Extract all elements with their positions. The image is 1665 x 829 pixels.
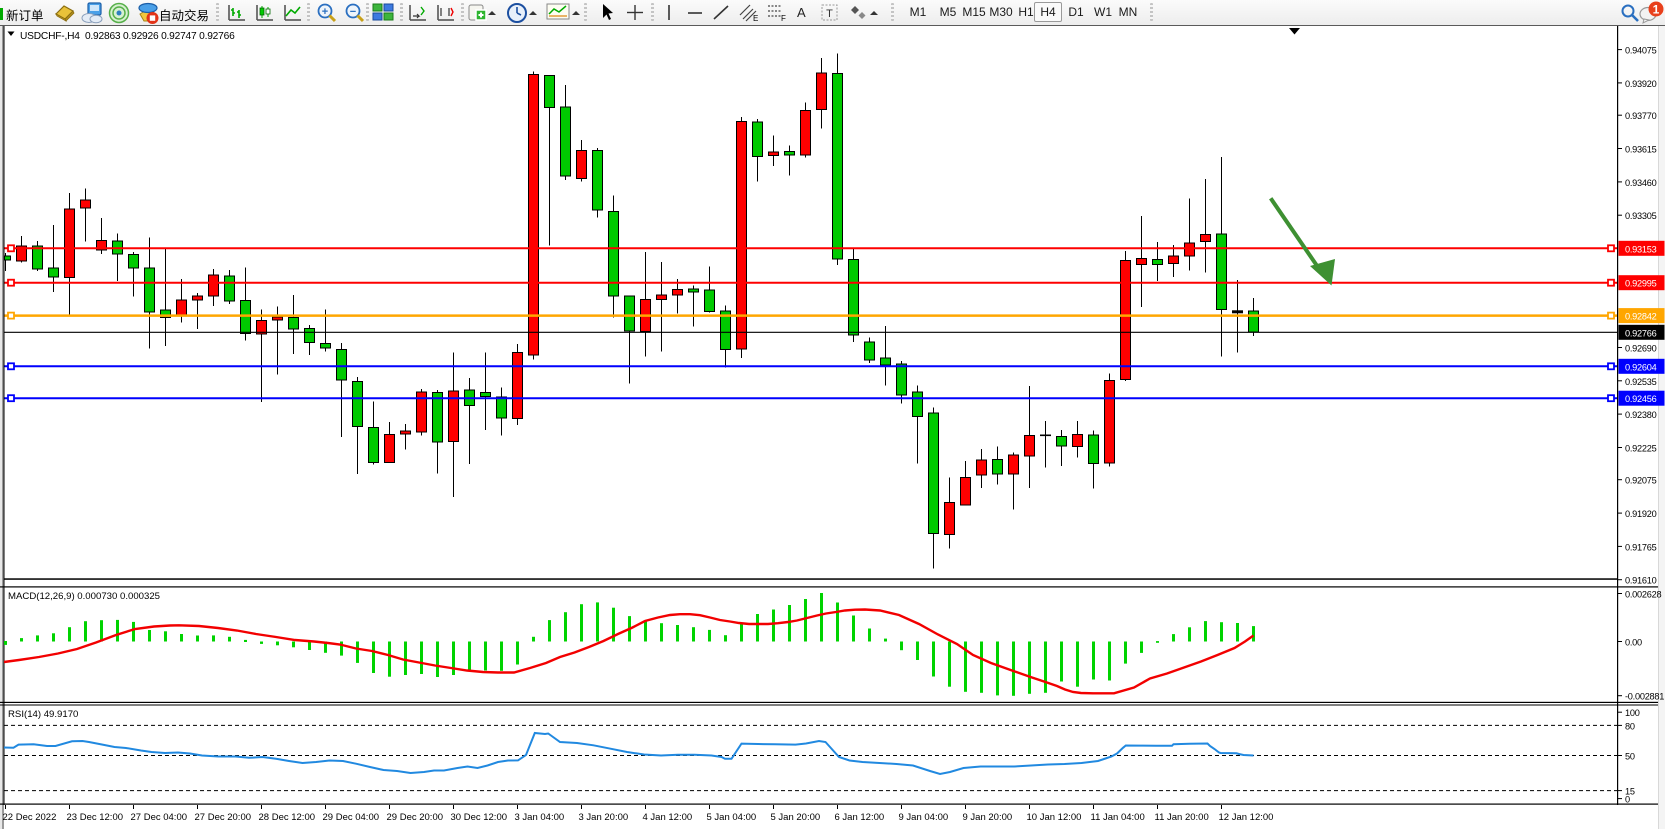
svg-text:28 Dec 12:00: 28 Dec 12:00 xyxy=(259,812,316,823)
svg-text:9 Jan 04:00: 9 Jan 04:00 xyxy=(899,812,949,823)
svg-text:100: 100 xyxy=(1625,708,1640,718)
svg-text:29 Dec 04:00: 29 Dec 04:00 xyxy=(323,812,380,823)
svg-text:0.92842: 0.92842 xyxy=(1625,312,1657,322)
svg-text:−: − xyxy=(350,6,356,18)
svg-text:0.93460: 0.93460 xyxy=(1625,178,1657,188)
svg-text:27 Dec 20:00: 27 Dec 20:00 xyxy=(195,812,252,823)
svg-text:30 Dec 12:00: 30 Dec 12:00 xyxy=(451,812,508,823)
svg-text:0.93305: 0.93305 xyxy=(1625,211,1657,221)
svg-text:0.002628: 0.002628 xyxy=(1625,590,1661,600)
svg-text:50: 50 xyxy=(1625,752,1635,762)
svg-text:6 Jan 12:00: 6 Jan 12:00 xyxy=(835,812,885,823)
svg-text:9 Jan 20:00: 9 Jan 20:00 xyxy=(963,812,1013,823)
svg-text:22 Dec 2022: 22 Dec 2022 xyxy=(3,812,57,823)
svg-text:29 Dec 20:00: 29 Dec 20:00 xyxy=(387,812,444,823)
svg-text:0.92456: 0.92456 xyxy=(1625,394,1657,404)
svg-text:0.92690: 0.92690 xyxy=(1625,344,1657,354)
svg-text:5 Jan 20:00: 5 Jan 20:00 xyxy=(771,812,821,823)
svg-text:80: 80 xyxy=(1625,721,1635,731)
svg-text:15: 15 xyxy=(1625,787,1635,797)
svg-text:0.93770: 0.93770 xyxy=(1625,111,1657,121)
svg-text:0.93615: 0.93615 xyxy=(1625,145,1657,155)
svg-text:0.92604: 0.92604 xyxy=(1625,362,1657,372)
svg-text:T: T xyxy=(826,8,833,20)
svg-text:RSI(14) 49.9170: RSI(14) 49.9170 xyxy=(8,709,78,720)
svg-text:5 Jan 04:00: 5 Jan 04:00 xyxy=(707,812,757,823)
svg-text:0.91765: 0.91765 xyxy=(1625,542,1657,552)
svg-text:12 Jan 12:00: 12 Jan 12:00 xyxy=(1219,812,1274,823)
svg-text:-0.002881: -0.002881 xyxy=(1625,692,1664,702)
svg-text:E: E xyxy=(753,14,758,22)
svg-text:MACD(12,26,9) 0.000730 0.00032: MACD(12,26,9) 0.000730 0.000325 xyxy=(8,591,160,602)
svg-text:0.92380: 0.92380 xyxy=(1625,410,1657,420)
svg-text:0.93153: 0.93153 xyxy=(1625,244,1657,254)
svg-text:1: 1 xyxy=(1653,3,1660,17)
svg-text:0.92535: 0.92535 xyxy=(1625,377,1657,387)
svg-text:11 Jan 20:00: 11 Jan 20:00 xyxy=(1155,812,1209,823)
svg-text:0: 0 xyxy=(1625,795,1630,805)
svg-text:0.92225: 0.92225 xyxy=(1625,444,1657,454)
svg-text:3 Jan 04:00: 3 Jan 04:00 xyxy=(515,812,565,823)
svg-text:F: F xyxy=(781,14,786,22)
svg-text:27 Dec 04:00: 27 Dec 04:00 xyxy=(131,812,188,823)
svg-text:0.00: 0.00 xyxy=(1625,638,1642,648)
svg-text:+: + xyxy=(322,6,328,18)
svg-text:10 Jan 12:00: 10 Jan 12:00 xyxy=(1027,812,1082,823)
svg-text:0.91920: 0.91920 xyxy=(1625,509,1657,519)
svg-text:3 Jan 20:00: 3 Jan 20:00 xyxy=(579,812,629,823)
svg-text:0.92075: 0.92075 xyxy=(1625,476,1657,486)
svg-text:0.92766: 0.92766 xyxy=(1625,328,1657,338)
svg-text:0.92995: 0.92995 xyxy=(1625,279,1657,289)
svg-text:0.93920: 0.93920 xyxy=(1625,79,1657,89)
svg-text:0.91610: 0.91610 xyxy=(1625,576,1657,586)
svg-text:USDCHF-,H4 0.92863 0.92926 0.: USDCHF-,H4 0.92863 0.92926 0.92747 0.927… xyxy=(20,31,235,42)
svg-text:11 Jan 04:00: 11 Jan 04:00 xyxy=(1091,812,1145,823)
svg-text:0.94075: 0.94075 xyxy=(1625,46,1657,56)
svg-text:23 Dec 12:00: 23 Dec 12:00 xyxy=(67,812,124,823)
svg-text:4 Jan 12:00: 4 Jan 12:00 xyxy=(643,812,693,823)
